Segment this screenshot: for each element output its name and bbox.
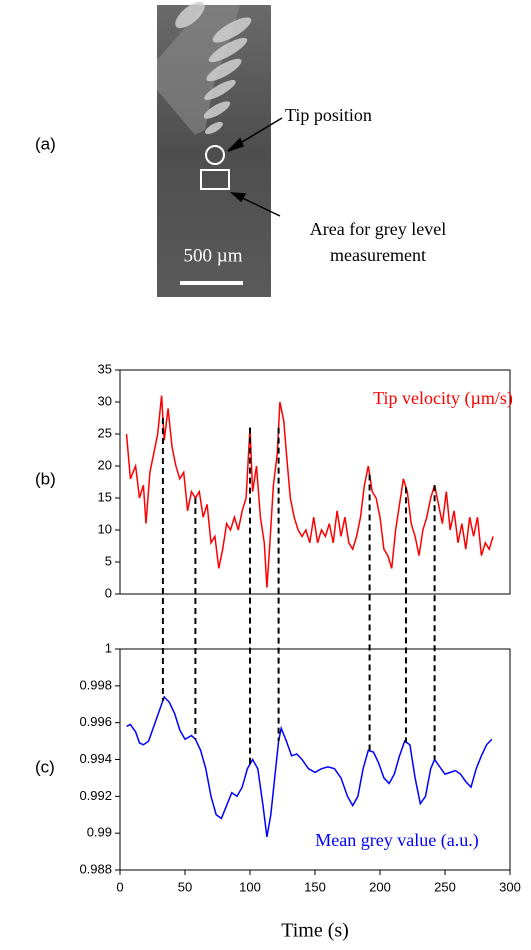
y-tick-label: 1: [105, 640, 112, 655]
area-marker: [200, 169, 230, 190]
y-tick-label: 20: [98, 457, 112, 472]
annotation: measurement: [330, 245, 426, 265]
panel-label: (a): [35, 134, 56, 153]
dendrite: [175, 1, 252, 135]
data-line: [126, 695, 493, 837]
y-tick-label: 0.992: [79, 788, 112, 803]
y-tick-label: 5: [105, 553, 112, 568]
x-tick-label: 100: [239, 879, 261, 894]
y-tick-label: 0: [105, 585, 112, 600]
x-tick-label: 300: [499, 879, 521, 894]
series-label: Tip velocity (µm/s): [373, 388, 513, 409]
y-tick-label: 15: [98, 489, 112, 504]
tip-marker: [205, 145, 225, 165]
series-label: Mean grey value (a.u.): [315, 830, 478, 851]
y-tick-label: 35: [98, 361, 112, 376]
plot-frame: [119, 369, 511, 595]
y-tick-label: 25: [98, 425, 112, 440]
data-line: [125, 395, 494, 588]
x-tick-label: 150: [304, 879, 326, 894]
annotation: Area for grey level: [310, 219, 446, 239]
x-axis-title: Time (s): [281, 920, 349, 942]
y-tick-label: 0.988: [79, 861, 112, 876]
x-tick-label: 0: [116, 879, 123, 894]
y-tick-label: 10: [98, 521, 112, 536]
panel-label: (c): [35, 757, 55, 776]
y-tick-label: 0.996: [79, 714, 112, 729]
x-tick-label: 50: [178, 879, 192, 894]
y-tick-label: 0.998: [79, 677, 112, 692]
arrows: [227, 117, 283, 217]
y-tick-label: 0.994: [79, 751, 112, 766]
y-tick-label: 30: [98, 393, 112, 408]
y-tick-label: 0.99: [87, 825, 112, 840]
panel-label: (b): [35, 469, 56, 488]
annotation: Tip position: [285, 105, 372, 125]
scale-bar-label: 500 µm: [184, 245, 243, 266]
micrograph: 500 µm: [157, 1, 271, 297]
x-tick-label: 250: [434, 879, 456, 894]
x-tick-label: 200: [369, 879, 391, 894]
